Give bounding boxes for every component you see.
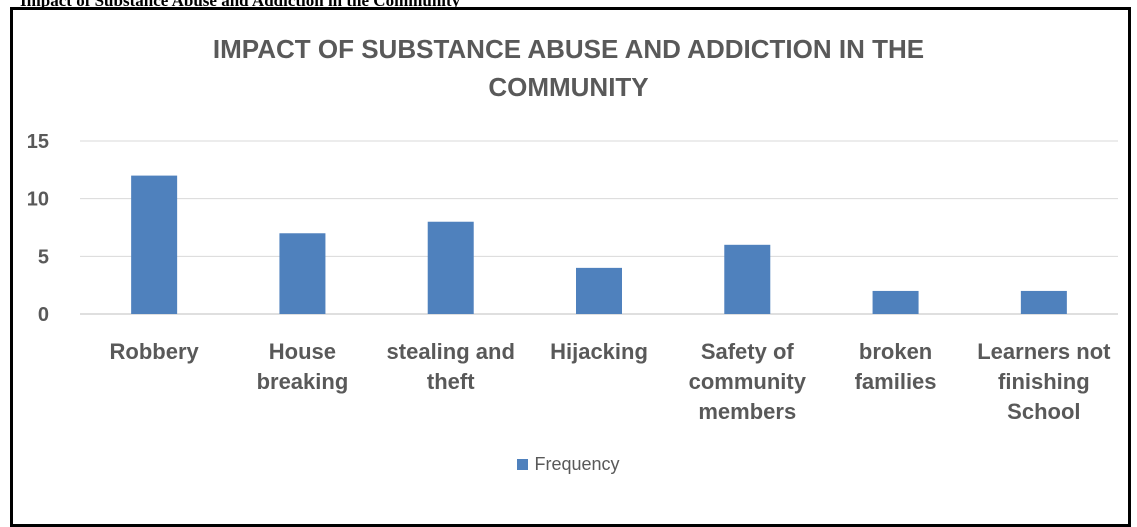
y-tick-label: 15	[27, 131, 49, 153]
chart-frame	[10, 7, 1131, 527]
x-tick-label: Safety of community members	[689, 339, 807, 424]
bar-chart-plot: 0 5 10 15 Robbery House breaking stealing and th…	[27, 131, 1118, 424]
y-tick-label: 10	[27, 189, 49, 211]
x-tick-label: House breaking	[257, 339, 349, 394]
chart-title-line-2: COMMUNITY	[488, 72, 649, 102]
x-tick-label-line: finishing	[998, 369, 1090, 394]
bar	[279, 233, 326, 314]
chart-legend: Frequency	[0, 454, 1137, 475]
x-tick-label-line: families	[855, 369, 937, 394]
y-tick-label: 5	[38, 246, 49, 268]
x-tick-label-line: community	[689, 369, 807, 394]
x-tick-label-line: Hijacking	[550, 339, 648, 364]
bar	[724, 244, 771, 314]
bar	[872, 290, 919, 314]
chart-title: IMPACT OF SUBSTANCE ABUSE AND ADDICTION …	[0, 30, 1137, 106]
y-tick-label: 0	[38, 304, 49, 326]
x-tick-label-line: House	[269, 339, 336, 364]
bar	[131, 175, 178, 314]
bar	[576, 267, 622, 314]
legend-swatch	[517, 459, 529, 470]
x-tick-label: Robbery	[110, 339, 200, 364]
legend-label: Frequency	[534, 454, 620, 474]
x-tick-label-line: Learners not	[977, 339, 1111, 364]
x-tick-label-line: Safety of	[701, 339, 795, 364]
chart-title-line-1: IMPACT OF SUBSTANCE ABUSE AND ADDICTION …	[212, 34, 925, 64]
x-tick-label-line: School	[1007, 399, 1080, 424]
x-tick-label-line: Robbery	[110, 339, 200, 364]
bar	[427, 221, 474, 314]
x-tick-label-line: members	[698, 399, 796, 424]
x-tick-label: Hijacking	[550, 339, 648, 364]
bar	[1020, 290, 1067, 314]
x-tick-label: broken families	[855, 339, 937, 394]
x-tick-label-line: breaking	[257, 369, 349, 394]
x-tick-label-line: theft	[427, 369, 475, 394]
x-tick-label: Learners not finishing School	[977, 339, 1111, 424]
x-tick-label-line: broken	[859, 339, 932, 364]
figure-caption: Impact of Substance Abuse and Addiction …	[20, 0, 461, 10]
x-tick-label-line: stealing and	[387, 339, 515, 364]
x-tick-label: stealing and theft	[387, 339, 515, 394]
